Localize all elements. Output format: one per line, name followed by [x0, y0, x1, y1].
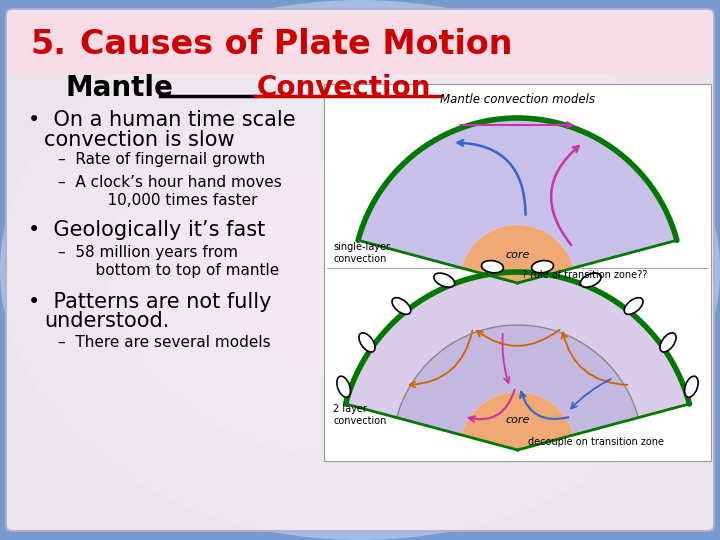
Text: understood.: understood. [44, 311, 169, 331]
Text: convection is slow: convection is slow [44, 130, 235, 150]
Polygon shape [358, 118, 677, 268]
Text: decouple on transition zone: decouple on transition zone [528, 437, 664, 447]
Text: Mantle: Mantle [65, 74, 173, 102]
Ellipse shape [337, 376, 351, 397]
Text: –  58 million years from: – 58 million years from [58, 245, 238, 260]
Text: –  There are several models: – There are several models [58, 335, 271, 350]
Text: core: core [505, 250, 530, 260]
Ellipse shape [624, 298, 643, 314]
Ellipse shape [392, 298, 410, 314]
Polygon shape [346, 272, 690, 417]
Ellipse shape [531, 261, 554, 273]
Text: Causes of Plate Motion: Causes of Plate Motion [80, 28, 513, 60]
Polygon shape [462, 392, 574, 450]
Text: bottom to top of mantle: bottom to top of mantle [76, 263, 279, 278]
Ellipse shape [216, 162, 504, 378]
Polygon shape [462, 225, 574, 283]
Text: 10,000 times faster: 10,000 times faster [88, 193, 258, 208]
Text: Convection: Convection [257, 74, 431, 102]
Ellipse shape [660, 333, 676, 352]
Polygon shape [397, 325, 638, 435]
Text: •  On a human time scale: • On a human time scale [28, 110, 296, 130]
Ellipse shape [434, 273, 454, 287]
Text: 5.: 5. [30, 28, 66, 60]
Text: ? role of transition zone??: ? role of transition zone?? [523, 270, 648, 280]
FancyBboxPatch shape [324, 84, 711, 461]
Ellipse shape [580, 273, 601, 287]
Text: •  Patterns are not fully: • Patterns are not fully [28, 292, 271, 312]
FancyBboxPatch shape [8, 14, 712, 74]
Text: –  Rate of fingernail growth: – Rate of fingernail growth [58, 152, 265, 167]
Ellipse shape [482, 261, 503, 273]
Text: core: core [505, 415, 530, 425]
Ellipse shape [685, 376, 698, 397]
Text: 2 layer
convection: 2 layer convection [333, 404, 387, 426]
FancyBboxPatch shape [6, 9, 714, 531]
Text: –  A clock’s hour hand moves: – A clock’s hour hand moves [58, 175, 282, 190]
Text: single-layer
convection: single-layer convection [333, 242, 390, 264]
Ellipse shape [108, 81, 612, 459]
Ellipse shape [359, 333, 375, 352]
Text: Mantle convection models: Mantle convection models [440, 93, 595, 106]
Text: •  Geologically it’s fast: • Geologically it’s fast [28, 220, 265, 240]
